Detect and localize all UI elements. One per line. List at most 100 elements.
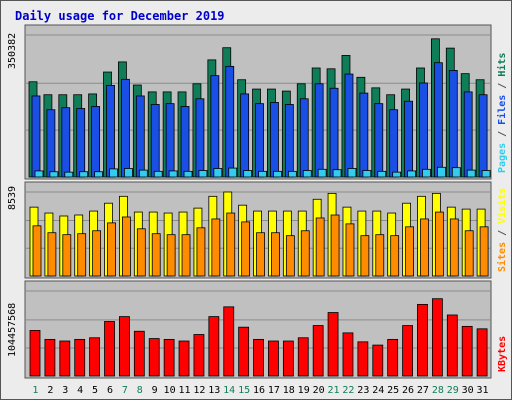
bar-pages-day-15 [243,170,253,178]
bar-pages-day-31 [481,170,491,178]
bar-pages-day-20 [317,168,327,178]
chart-title: Daily usage for December 2019 [15,9,225,23]
bar-pages-day-3 [64,171,74,178]
y-max-label: 350382 [7,33,18,69]
bar-pages-day-10 [168,170,178,178]
bar-kbytes-day-10 [163,338,175,377]
bar-kbytes-day-7 [119,316,130,377]
day-label-2: 2 [47,385,53,396]
legend-hits-files-pages: Pages / Files / Hits [496,53,508,173]
day-label-15: 15 [238,385,250,396]
day-label-19: 19 [298,385,310,396]
bar-files-day-24 [374,103,384,178]
bar-sites-day-28 [434,211,444,277]
bar-kbytes-day-19 [297,337,309,377]
bar-sites-day-5 [92,230,102,277]
bar-kbytes-day-28 [431,298,443,377]
day-label-16: 16 [253,385,265,396]
bar-sites-day-27 [420,218,429,277]
bar-files-day-19 [299,98,309,178]
legend-entry-kbytes: KBytes [497,336,508,372]
bar-pages-day-23 [362,170,372,178]
day-label-14: 14 [223,385,235,396]
bar-files-day-18 [284,104,294,178]
bar-kbytes-day-23 [357,341,369,377]
bar-sites-day-15 [241,221,251,277]
day-label-22: 22 [342,385,354,396]
day-label-24: 24 [372,385,384,396]
day-label-8: 8 [137,385,143,396]
bar-kbytes-day-21 [327,312,339,377]
bar-files-day-2 [46,109,56,178]
bar-files-day-9 [150,104,160,178]
bar-sites-day-11 [181,234,191,277]
bar-files-day-17 [270,102,279,178]
bar-sites-day-4 [77,233,87,277]
bar-pages-day-5 [94,171,104,178]
bar-pages-day-26 [407,170,416,178]
bar-kbytes-day-24 [372,344,384,377]
day-label-3: 3 [62,385,68,396]
bar-sites-day-17 [271,232,280,277]
bar-pages-day-19 [302,170,312,178]
bar-sites-day-20 [315,217,325,277]
bar-pages-day-25 [392,171,402,178]
bar-kbytes-day-31 [476,328,488,377]
bar-kbytes-day-22 [342,332,354,377]
legend-entry-visits: Visits [496,188,508,224]
bar-sites-day-25 [390,235,400,277]
bar-pages-day-22 [347,168,357,178]
day-label-11: 11 [178,385,190,396]
bar-pages-day-16 [258,170,267,178]
bar-pages-day-9 [153,170,163,178]
bar-sites-day-31 [479,226,489,277]
bar-sites-day-6 [107,222,116,277]
bar-kbytes-day-3 [59,340,71,377]
day-label-26: 26 [402,385,414,396]
bar-sites-day-7 [122,216,131,277]
bar-sites-day-19 [300,230,310,277]
bar-kbytes-day-9 [148,338,160,377]
legend-separator: / [497,125,508,143]
bar-files-day-12 [195,98,205,178]
bar-pages-day-21 [332,169,342,178]
bar-files-day-21 [329,87,339,178]
day-label-30: 30 [462,385,474,396]
bar-files-day-6 [106,85,115,178]
bar-files-day-23 [359,92,369,178]
bar-sites-day-24 [375,234,385,277]
bar-kbytes-day-12 [193,334,205,377]
bar-kbytes-day-27 [417,303,428,377]
day-label-23: 23 [357,385,369,396]
bar-sites-day-21 [330,214,340,277]
day-label-10: 10 [164,385,176,396]
bar-sites-day-12 [196,227,206,277]
bar-kbytes-day-13 [208,316,220,377]
bar-kbytes-day-15 [238,326,250,377]
bar-sites-day-9 [151,233,161,277]
bar-sites-day-18 [285,235,295,277]
bar-files-day-1 [31,95,41,178]
day-label-28: 28 [432,385,444,396]
bar-pages-day-28 [436,166,446,178]
bar-files-day-11 [180,106,190,178]
day-label-12: 12 [193,385,205,396]
bar-files-day-28 [433,62,443,178]
legend-kbytes: KBytes [497,336,508,372]
legend-visits-sites: Sites / Visits [496,188,508,272]
bar-files-day-5 [91,106,101,178]
bar-pages-day-27 [422,168,431,178]
bar-files-day-7 [121,78,130,178]
day-label-21: 21 [327,385,339,396]
bar-sites-day-2 [47,232,57,277]
bar-pages-day-4 [79,171,89,178]
bar-files-day-20 [314,83,324,178]
bar-kbytes-day-30 [461,325,473,377]
bar-kbytes-day-25 [387,338,399,377]
legend-entry-pages: Pages [497,143,508,173]
bar-files-day-15 [240,93,250,178]
day-label-6: 6 [107,385,113,396]
bar-files-day-4 [76,108,86,178]
day-label-29: 29 [447,385,459,396]
day-label-17: 17 [268,385,280,396]
